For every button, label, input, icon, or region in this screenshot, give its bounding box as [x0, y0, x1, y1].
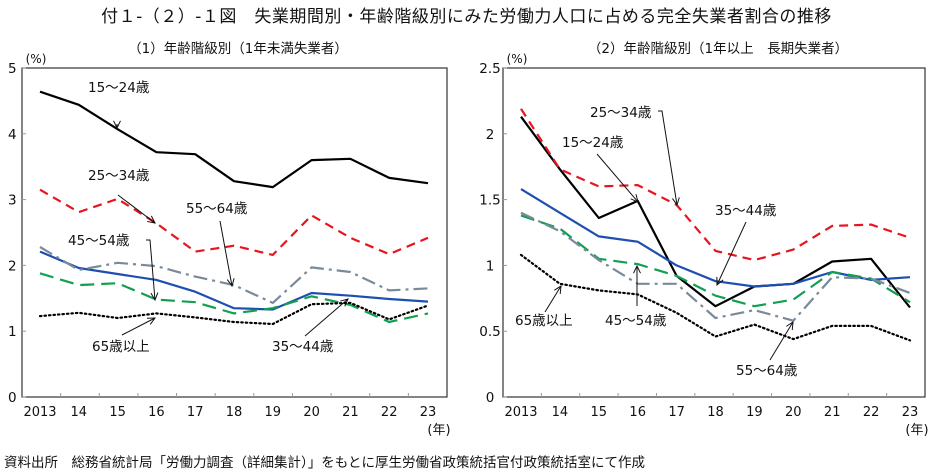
annotation-arrowhead — [113, 120, 121, 130]
y-axis-unit-label: (%) — [507, 52, 528, 66]
annotation-arrowhead — [146, 317, 157, 325]
x-tick-label: 18 — [226, 405, 243, 420]
annotation-label-age-65-over: 65歳以上 — [92, 339, 150, 355]
x-tick-label: 16 — [148, 405, 165, 420]
chart-title: （2）年齢階級別（1年以上 長期失業者） — [588, 41, 848, 57]
annotation-arrowhead — [226, 278, 235, 288]
annotation-arrow — [121, 317, 156, 336]
annotation-arrowhead — [672, 197, 680, 207]
series-line-age-35-44 — [520, 188, 911, 288]
annotation-arrowhead — [553, 285, 562, 295]
series-line-age-25-34 — [520, 108, 911, 262]
series-line-age-15-24 — [520, 116, 911, 309]
annotation-arrowhead — [630, 194, 639, 203]
x-axis-unit-label: (年) — [905, 423, 928, 438]
y-tick-label: 1 — [8, 324, 17, 340]
annotation-arrow — [769, 321, 794, 361]
y-tick-label: 0.5 — [479, 324, 500, 340]
annotation-arrowhead — [147, 215, 156, 224]
annotation-label-age-45-54: 45～54歳 — [68, 233, 130, 249]
y-tick-label: 1.5 — [479, 193, 500, 209]
series-line-age-55-64 — [520, 211, 911, 322]
x-tick-label: 14 — [552, 405, 569, 420]
x-tick-label: 2013 — [504, 405, 537, 420]
x-tick-label: 20 — [785, 405, 802, 420]
annotation-arrow — [219, 220, 233, 287]
annotation-arrowhead — [716, 276, 724, 287]
annotation-label-age-15-24: 15～24歳 — [562, 135, 624, 151]
annotation-arrow — [146, 239, 156, 301]
annotation-arrowhead — [786, 321, 794, 331]
x-axis-unit-label: (年) — [427, 423, 450, 438]
y-tick-label: 2 — [8, 258, 17, 274]
series-line-age-65-over — [519, 253, 912, 342]
series-line-age-35-44 — [39, 250, 429, 311]
annotation-label-age-25-34: 25～34歳 — [590, 105, 652, 121]
chart-panel-over-1-year: （2）年齢階級別（1年以上 長期失業者） (%) 0 0.5 1 1.5 2 2.5 2013 1… — [479, 41, 928, 438]
x-tick-label: 23 — [420, 405, 437, 420]
x-tick-label: 19 — [265, 405, 282, 420]
series-line-age-15-24 — [39, 90, 429, 189]
x-tick-label: 22 — [381, 405, 398, 420]
series-line-age-45-54 — [520, 214, 911, 308]
x-tick-label: 19 — [746, 405, 763, 420]
y-tick-label: 1 — [486, 258, 495, 274]
plot-frame — [21, 67, 448, 398]
y-tick-label: 0 — [486, 390, 495, 406]
x-tick-label: 20 — [303, 405, 320, 420]
plot-frame — [502, 67, 926, 398]
annotation-label-age-15-24: 15～24歳 — [88, 80, 150, 96]
annotation-label-age-35-44: 35～44歳 — [715, 203, 777, 219]
annotation-label-age-65-over: 65歳以上 — [515, 313, 573, 329]
x-tick-label: 18 — [707, 405, 724, 420]
annotation-arrowhead — [340, 298, 349, 307]
annotation-label-age-35-44: 35～44歳 — [272, 339, 334, 355]
x-tick-label: 15 — [109, 405, 126, 420]
y-tick-label: 0 — [8, 390, 17, 406]
x-tick-label: 14 — [71, 405, 88, 420]
annotation-label-age-55-64: 55～64歳 — [736, 363, 798, 379]
chart-title: （1）年齢階級別（1年未満失業者） — [128, 41, 348, 57]
annotation-arrow — [716, 221, 747, 286]
y-tick-label: 2 — [486, 127, 495, 143]
annotation-label-age-25-34: 25～34歳 — [88, 168, 150, 184]
x-tick-label: 17 — [668, 405, 685, 420]
figure-title: 付１-（２）-１図 失業期間別・年齢階級別にみた労働力人口に占める完全失業者割合… — [101, 7, 832, 27]
source-note: 資料出所 総務省統計局「労働力調査（詳細集計）」をもとに厚生労働省政策統括官付政… — [4, 455, 645, 471]
x-tick-label: 21 — [342, 405, 359, 420]
annotation-arrow — [117, 194, 156, 224]
x-tick-label: 21 — [824, 405, 841, 420]
annotation-arrow — [304, 298, 349, 337]
x-tick-label: 16 — [629, 405, 646, 420]
y-tick-label: 4 — [8, 127, 17, 143]
y-tick-label: 5 — [8, 61, 17, 77]
x-tick-label: 2013 — [23, 405, 56, 420]
annotation-label-age-55-64: 55～64歳 — [186, 201, 248, 217]
series-line-age-65-over — [38, 301, 430, 326]
annotation-arrowhead — [633, 264, 641, 274]
y-tick-label: 3 — [8, 193, 17, 209]
annotation-arrowhead — [150, 292, 159, 302]
series-line-age-25-34 — [39, 188, 429, 256]
x-tick-label: 17 — [187, 405, 204, 420]
y-tick-label: 2.5 — [479, 61, 500, 77]
series-line-age-55-64 — [39, 246, 429, 304]
annotation-arrow — [544, 285, 562, 313]
y-axis-unit-label: (%) — [26, 52, 47, 66]
annotation-arrow — [596, 153, 639, 203]
series-line-age-45-54 — [39, 272, 429, 324]
annotation-arrow — [658, 110, 678, 206]
x-tick-label: 22 — [863, 405, 880, 420]
x-tick-label: 15 — [591, 405, 608, 420]
x-tick-label: 23 — [902, 405, 919, 420]
annotation-label-age-45-54: 45～54歳 — [605, 313, 667, 329]
